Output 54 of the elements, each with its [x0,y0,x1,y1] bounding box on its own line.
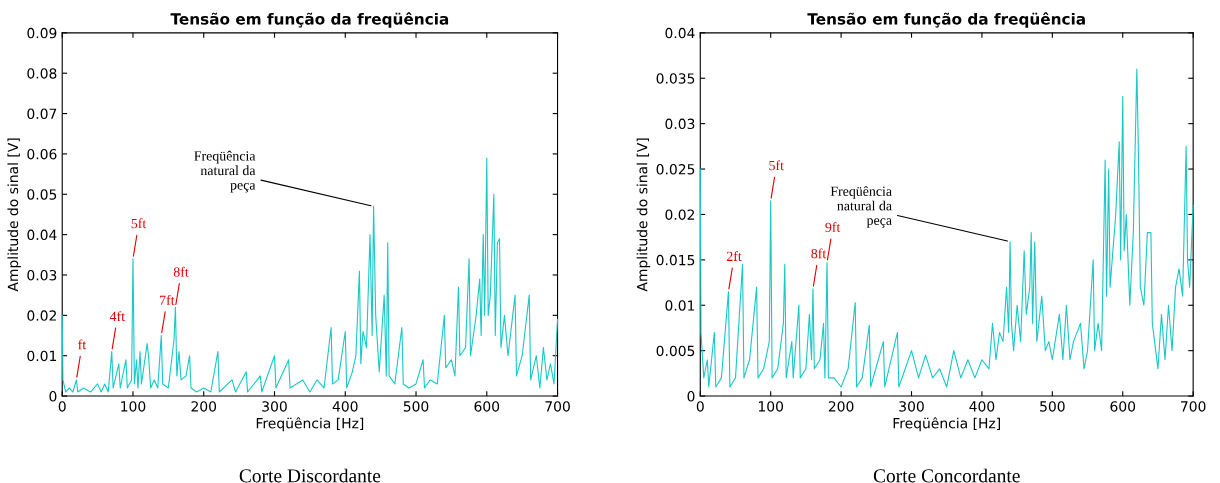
y-tick-label: 0.015 [656,254,695,266]
x-tick-label: 500 [1040,401,1065,412]
chart-title: Tensão em função da freqüência [807,12,1085,28]
y-tick-label: 0 [49,391,57,402]
x-tick-label: 400 [332,401,358,412]
y-tick-label: 0.05 [27,189,57,200]
x-tick-label: 300 [262,401,287,412]
x-tick-label: 0 [696,401,704,412]
y-tick-label: 0.03 [665,118,695,130]
x-tick-label: 400 [969,401,995,412]
annotation: 8ft [173,266,189,277]
x-tick-label: 0 [58,401,66,412]
y-tick-label: 0.02 [27,310,56,321]
y-tick-label: 0.04 [27,229,57,241]
x-tick-label: 200 [828,401,854,412]
x-tick-label: 300 [899,401,924,412]
y-tick-label: 0.02 [665,209,695,220]
y-tick-label: 0.09 [27,27,57,39]
y-tick-label: 0.04 [665,27,695,39]
y-tick-label: 0.08 [27,68,57,79]
annotation: Freqüência natural da peça [194,150,256,193]
text: Corte Concordante [873,468,1020,483]
y-axis-title: Amplitude do sinal [V] [636,138,651,292]
x-tick-label: 200 [191,401,217,412]
y-tick-label: 0.035 [656,73,695,84]
y-tick-label: 0.07 [27,108,57,120]
x-tick-label: 700 [545,401,570,412]
annotation: 4ft [109,311,125,322]
y-tick-label: 0.03 [27,269,57,281]
x-tick-label: 100 [758,401,784,412]
y-tick-label: 0.01 [27,350,57,362]
annotation: 7ft [160,295,175,305]
x-tick-label: 500 [403,401,429,412]
annotation: 2ft [726,251,742,262]
y-tick-label: 0.025 [656,164,695,175]
y-tick-label: 0.005 [656,345,695,357]
x-tick-label: 100 [121,401,146,412]
x-axis-title: Freqüência [Hz] [893,417,1000,432]
text: Corte Discordante [239,468,381,483]
annotation: ft [78,339,87,350]
x-tick-label: 600 [1110,401,1136,412]
annotation: 8ft [811,248,827,259]
chart-title: Tensão em função da freqüência [170,12,449,28]
x-tick-label: 700 [1181,401,1206,412]
y-axis-title: Amplitude do sinal [V] [7,138,21,292]
annotation: 9ft [825,222,841,232]
annotation: 5ft [131,218,147,229]
line-series [699,68,1194,388]
y-tick-label: 0.01 [665,300,695,311]
annotation: 5ft [769,160,784,171]
x-tick-label: 600 [474,401,500,412]
y-tick-label: 0.06 [27,148,57,160]
y-tick-label: 0 [687,391,695,402]
x-axis-title: Freqüência [Hz] [256,417,364,432]
